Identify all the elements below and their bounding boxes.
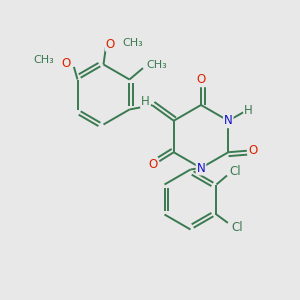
Text: O: O xyxy=(106,38,115,51)
Text: O: O xyxy=(148,158,157,171)
Text: CH₃: CH₃ xyxy=(122,38,143,48)
Text: Cl: Cl xyxy=(230,165,241,178)
Text: N: N xyxy=(196,161,206,175)
Text: H: H xyxy=(244,104,253,117)
Text: O: O xyxy=(196,73,206,86)
Text: H: H xyxy=(141,95,150,108)
Text: O: O xyxy=(249,144,258,157)
Text: CH₃: CH₃ xyxy=(34,55,54,65)
Text: O: O xyxy=(61,57,70,70)
Text: N: N xyxy=(224,114,233,127)
Text: CH₃: CH₃ xyxy=(147,60,167,70)
Text: Cl: Cl xyxy=(231,220,243,234)
